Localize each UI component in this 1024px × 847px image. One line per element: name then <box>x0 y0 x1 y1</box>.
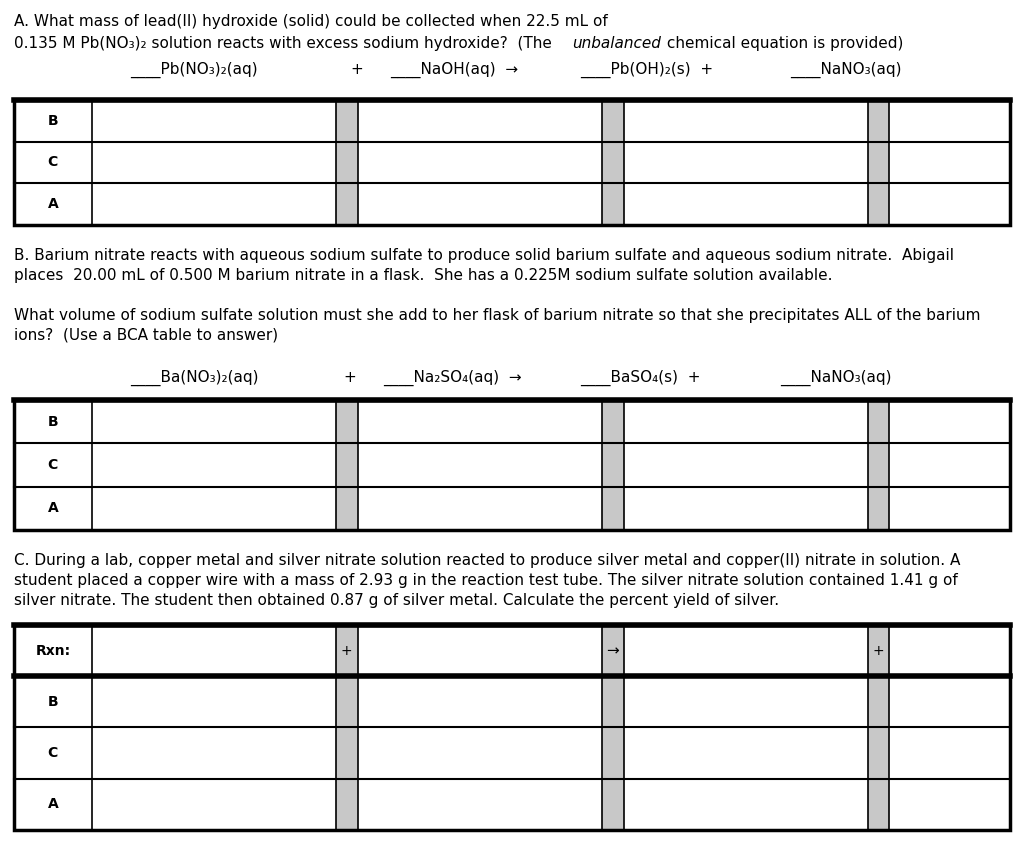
Text: C: C <box>48 156 58 169</box>
Bar <box>867 400 890 530</box>
Text: +: + <box>350 63 362 77</box>
Text: B. Barium nitrate reacts with aqueous sodium sulfate to produce solid barium sul: B. Barium nitrate reacts with aqueous so… <box>14 248 954 263</box>
Text: ____BaSO₄(s)  +: ____BaSO₄(s) + <box>580 370 700 386</box>
Text: ____NaNO₃(aq): ____NaNO₃(aq) <box>780 370 892 386</box>
Text: A: A <box>47 797 58 811</box>
Bar <box>867 100 890 225</box>
Text: unbalanced: unbalanced <box>572 36 660 51</box>
Text: ____Na₂SO₄(aq)  →: ____Na₂SO₄(aq) → <box>383 370 521 386</box>
Bar <box>336 400 357 530</box>
Text: ____Ba(NO₃)₂(aq): ____Ba(NO₃)₂(aq) <box>130 370 258 386</box>
Text: ____NaNO₃(aq): ____NaNO₃(aq) <box>790 62 901 78</box>
Bar <box>602 625 624 830</box>
Bar <box>14 400 1010 530</box>
Text: student placed a copper wire with a mass of 2.93 g in the reaction test tube. Th: student placed a copper wire with a mass… <box>14 573 957 588</box>
Bar <box>867 625 890 830</box>
Text: silver nitrate. The student then obtained 0.87 g of silver metal. Calculate the : silver nitrate. The student then obtaine… <box>14 593 779 608</box>
Text: A. What mass of lead(II) hydroxide (solid) could be collected when 22.5 mL of: A. What mass of lead(II) hydroxide (soli… <box>14 14 608 29</box>
Text: 0.135 M Pb(NO₃)₂ solution reacts with excess sodium hydroxide?  (The: 0.135 M Pb(NO₃)₂ solution reacts with ex… <box>14 36 557 51</box>
Text: A: A <box>47 501 58 515</box>
Text: →: → <box>606 643 618 658</box>
Text: B: B <box>47 113 58 128</box>
Text: ____NaOH(aq)  →: ____NaOH(aq) → <box>390 62 518 78</box>
Text: What volume of sodium sulfate solution must she add to her flask of barium nitra: What volume of sodium sulfate solution m… <box>14 308 981 323</box>
Bar <box>14 100 1010 225</box>
Text: +: + <box>341 644 352 657</box>
Text: ions?  (Use a BCA table to answer): ions? (Use a BCA table to answer) <box>14 328 279 343</box>
Text: ____Pb(NO₃)₂(aq): ____Pb(NO₃)₂(aq) <box>130 62 258 78</box>
Bar <box>602 100 624 225</box>
Bar <box>602 400 624 530</box>
Text: C. During a lab, copper metal and silver nitrate solution reacted to produce sil: C. During a lab, copper metal and silver… <box>14 553 961 568</box>
Text: Rxn:: Rxn: <box>35 644 71 657</box>
Text: C: C <box>48 458 58 472</box>
Bar <box>336 625 357 830</box>
Text: places  20.00 mL of 0.500 M barium nitrate in a flask.  She has a 0.225M sodium : places 20.00 mL of 0.500 M barium nitrat… <box>14 268 833 283</box>
Text: B: B <box>47 695 58 709</box>
Text: ____Pb(OH)₂(s)  +: ____Pb(OH)₂(s) + <box>580 62 713 78</box>
Text: A: A <box>47 197 58 211</box>
Text: +: + <box>343 370 355 385</box>
Bar <box>336 100 357 225</box>
Bar <box>14 625 1010 830</box>
Text: chemical equation is provided): chemical equation is provided) <box>662 36 903 51</box>
Text: C: C <box>48 746 58 760</box>
Text: B: B <box>47 415 58 429</box>
Text: +: + <box>872 644 885 657</box>
